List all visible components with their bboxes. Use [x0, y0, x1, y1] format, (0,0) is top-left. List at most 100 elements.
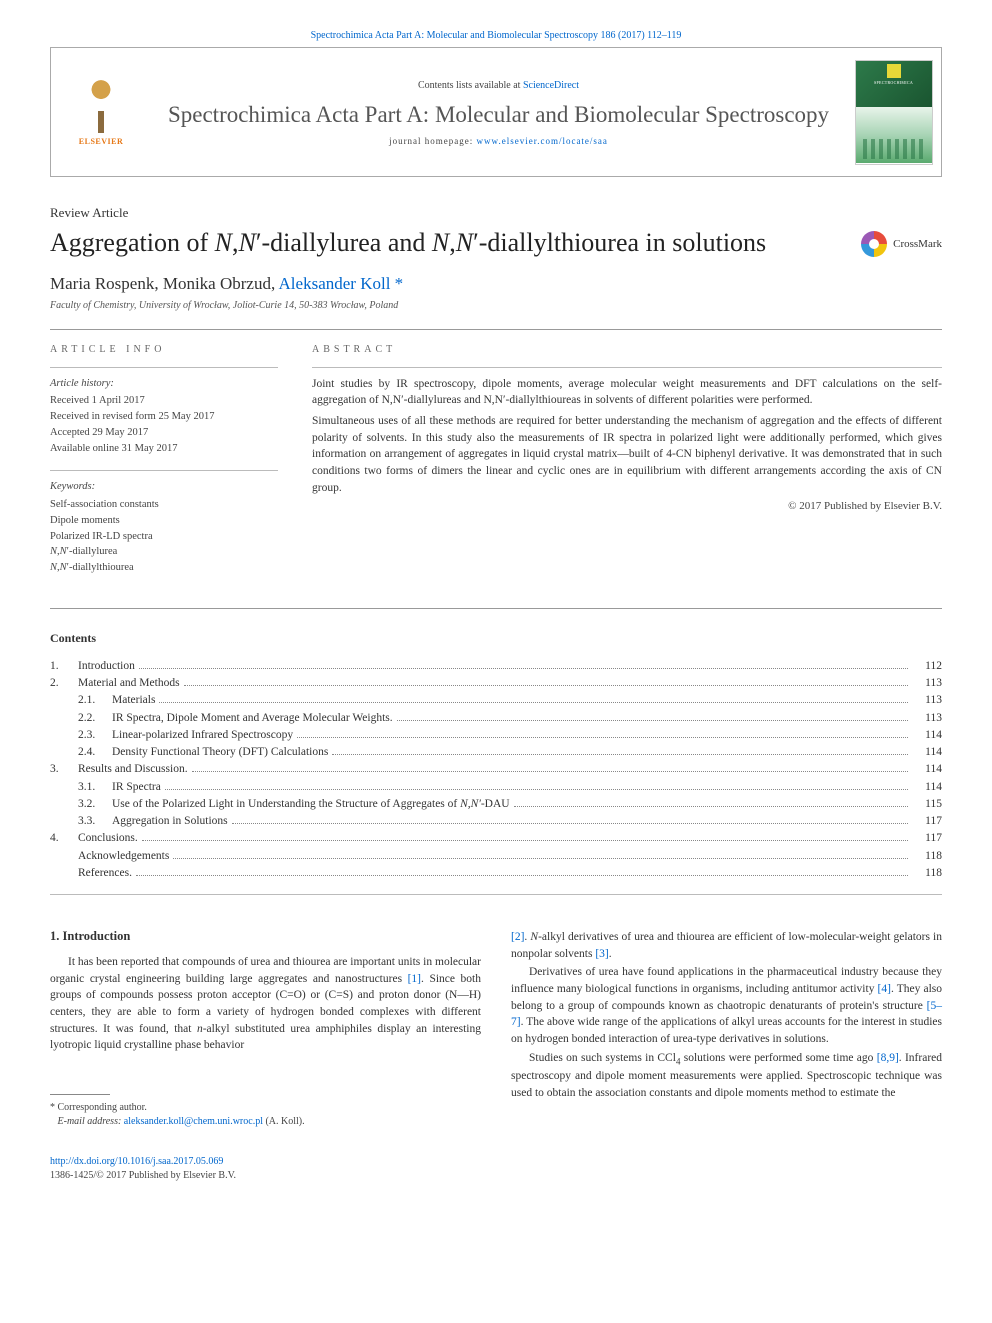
toc-dots-11	[173, 858, 908, 859]
toc-dots-8	[514, 806, 908, 807]
toc-num-6: 3.	[50, 761, 78, 778]
ab-p1b: N,N	[382, 394, 402, 406]
toc-row-2[interactable]: 2.1.Materials113	[50, 692, 942, 709]
toc-page-3: 113	[912, 710, 942, 727]
kw-4: N,N′-diallylthiourea	[50, 560, 278, 576]
toc-dots-0	[139, 668, 908, 669]
kw3-n1: N	[50, 546, 57, 557]
kw4-sfx: ′-diallylthiourea	[67, 562, 134, 573]
crossmark[interactable]: CrossMark	[861, 231, 942, 257]
toc-row-6[interactable]: 3.Results and Discussion.114	[50, 761, 942, 778]
author-2: Monika Obrzud	[163, 274, 271, 293]
toc-label-12: References.	[78, 865, 132, 882]
t-p4: N	[238, 228, 255, 257]
kw3-n2: N	[60, 546, 67, 557]
elsevier-tree-icon	[76, 78, 126, 133]
intro-c2-p2: Derivatives of urea have found applicati…	[511, 964, 942, 1047]
toc-label-4: Linear-polarized Infrared Spectroscopy	[112, 727, 293, 744]
ref-4[interactable]: [4]	[878, 983, 891, 995]
publisher-logo-cell: ELSEVIER	[51, 48, 151, 176]
toc-dots-9	[232, 823, 908, 824]
table-of-contents: 1.Introduction1122.Material and Methods1…	[50, 658, 942, 882]
divider-1	[50, 329, 942, 330]
toc-page-4: 114	[912, 727, 942, 744]
t-p5: ′-diallylurea and	[256, 228, 432, 257]
toc-num-8: 3.2.	[78, 796, 112, 813]
author-3-corresponding[interactable]: Aleksander Koll	[279, 274, 391, 293]
toc-label-7: IR Spectra	[112, 779, 161, 796]
keywords-heading: Keywords:	[50, 479, 278, 495]
abstract-column: abstract Joint studies by IR spectroscop…	[312, 344, 942, 590]
elsevier-logo[interactable]: ELSEVIER	[66, 67, 136, 157]
toc-num-10: 4.	[50, 830, 78, 847]
t-p8: N	[456, 228, 473, 257]
journal-homepage: journal homepage: www.elsevier.com/locat…	[161, 136, 836, 146]
toc-row-11[interactable]: Acknowledgements118	[50, 848, 942, 865]
contents-available: Contents lists available at ScienceDirec…	[161, 80, 836, 91]
article-info-label: article info	[50, 344, 278, 355]
divider-2	[50, 608, 942, 609]
ref-2[interactable]: [2]	[511, 931, 524, 943]
abstract-copyright: © 2017 Published by Elsevier B.V.	[312, 500, 942, 512]
kw-1: Dipole moments	[50, 513, 278, 529]
toc-row-8[interactable]: 3.2.Use of the Polarized Light in Unders…	[50, 796, 942, 813]
intro-c2-p1: [2]. N-alkyl derivatives of urea and thi…	[511, 929, 942, 962]
kw-2: Polarized IR-LD spectra	[50, 529, 278, 545]
toc-row-9[interactable]: 3.3.Aggregation in Solutions117	[50, 813, 942, 830]
history-0: Received 1 April 2017	[50, 393, 278, 409]
sciencedirect-link[interactable]: ScienceDirect	[523, 80, 579, 91]
toc-row-7[interactable]: 3.1.IR Spectra114	[50, 779, 942, 796]
running-head-link[interactable]: Spectrochimica Acta Part A: Molecular an…	[311, 30, 682, 41]
ab-p1d: N,N	[483, 394, 503, 406]
elsevier-label: ELSEVIER	[79, 137, 123, 146]
toc-bottom-rule	[50, 894, 942, 895]
email-link[interactable]: aleksander.koll@chem.uni.wroc.pl	[124, 1116, 263, 1127]
toc-row-12[interactable]: References.118	[50, 865, 942, 882]
c2p1-ital1: N	[530, 931, 538, 943]
toc-row-0[interactable]: 1.Introduction112	[50, 658, 942, 675]
contents-available-prefix: Contents lists available at	[418, 80, 523, 91]
toc-num-2: 2.1.	[78, 692, 112, 709]
toc-page-8: 115	[912, 796, 942, 813]
toc-row-4[interactable]: 2.3.Linear-polarized Infrared Spectrosco…	[50, 727, 942, 744]
toc-dots-7	[165, 789, 908, 790]
toc-label-5: Density Functional Theory (DFT) Calculat…	[112, 744, 328, 761]
homepage-prefix: journal homepage:	[389, 136, 476, 146]
toc-row-10[interactable]: 4.Conclusions. 117	[50, 830, 942, 847]
toc-num-4: 2.3.	[78, 727, 112, 744]
email-label: E-mail address:	[58, 1116, 122, 1127]
toc-page-0: 112	[912, 658, 942, 675]
c2p2c: . The above wide range of the applicatio…	[511, 1016, 942, 1045]
journal-header: ELSEVIER Contents lists available at Sci…	[50, 47, 942, 177]
toc-dots-5	[332, 754, 908, 755]
toc-label-1: Material and Methods	[78, 675, 180, 692]
ref-8-9[interactable]: [8,9]	[877, 1052, 899, 1064]
homepage-link[interactable]: www.elsevier.com/locate/saa	[477, 136, 608, 146]
ref-1[interactable]: [1]	[408, 973, 421, 985]
journal-cover-thumbnail[interactable]: SPECTROCHIMICA	[855, 60, 933, 165]
toc-row-3[interactable]: 2.2.IR Spectra, Dipole Moment and Averag…	[50, 710, 942, 727]
intro-columns: 1. Introduction It has been reported tha…	[50, 929, 942, 1129]
toc-label-10: Conclusions.	[78, 830, 138, 847]
crossmark-label: CrossMark	[893, 238, 942, 250]
affiliation: Faculty of Chemistry, University of Wroc…	[50, 300, 942, 311]
doi-link[interactable]: http://dx.doi.org/10.1016/j.saa.2017.05.…	[50, 1156, 223, 1167]
issn-copyright: 1386-1425/© 2017 Published by Elsevier B…	[50, 1170, 236, 1181]
toc-page-10: 117	[912, 830, 942, 847]
t-p2: N	[215, 228, 232, 257]
kw4-n2: N	[60, 562, 67, 573]
history-1: Received in revised form 25 May 2017	[50, 409, 278, 425]
history-2: Accepted 29 May 2017	[50, 425, 278, 441]
intro-heading: 1. Introduction	[50, 929, 481, 944]
cover-title: SPECTROCHIMICA	[874, 80, 913, 85]
toc-row-1[interactable]: 2.Material and Methods113	[50, 675, 942, 692]
email-line: E-mail address: aleksander.koll@chem.uni…	[50, 1115, 481, 1129]
sep1: ,	[154, 274, 163, 293]
ab-p1e: ′-diallylthioureas in solvents of differ…	[503, 394, 813, 406]
toc-dots-1	[184, 685, 908, 686]
toc-row-5[interactable]: 2.4.Density Functional Theory (DFT) Calc…	[50, 744, 942, 761]
ref-3[interactable]: [3]	[595, 948, 608, 960]
kw3-sfx: ′-diallylurea	[67, 546, 118, 557]
cover-top: SPECTROCHIMICA	[856, 61, 932, 107]
keywords: Keywords: Self-association constants Dip…	[50, 479, 278, 576]
